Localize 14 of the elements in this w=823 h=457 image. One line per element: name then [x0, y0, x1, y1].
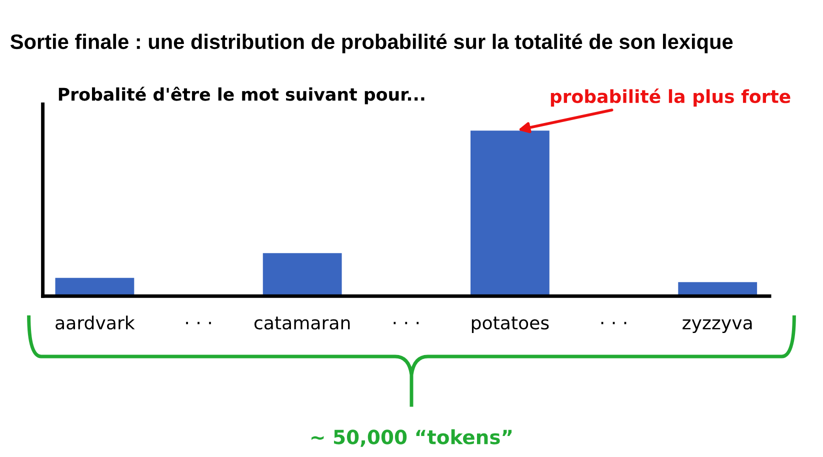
bar — [55, 278, 134, 296]
text: ~ 50,000 “tokens” — [312, 429, 512, 447]
bar — [262, 253, 342, 296]
x-tick-label: · · · — [601, 322, 626, 324]
chart-subtitle: Probalité d'être le mot suivant pour... — [58, 86, 424, 104]
chart-title: Sortie finale : une distribution de probabilité sur la totalité de son lexique — [10, 34, 733, 54]
x-tick-label: · · · — [186, 322, 211, 324]
bar — [470, 130, 550, 296]
x-tick-label: catamaran — [254, 316, 350, 330]
x-tick-label: · · · — [394, 322, 419, 324]
annotation: probabilité la plus forte — [550, 88, 790, 107]
x-tick-label: aardvark — [56, 316, 135, 330]
x-tick-label: zyzzyva — [682, 319, 752, 334]
x-tick-label: potatoes — [472, 316, 549, 334]
